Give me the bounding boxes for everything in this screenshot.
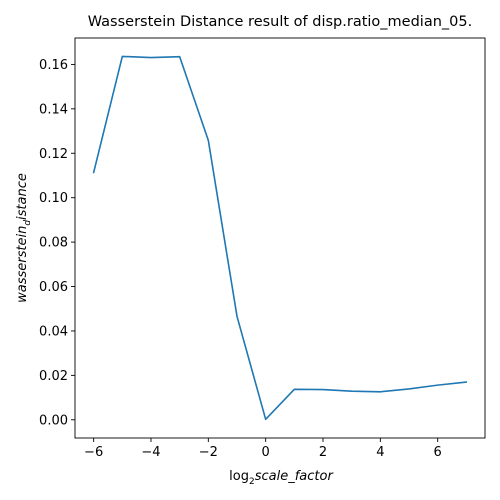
y-tick-label: 0.00 [39, 413, 68, 428]
x-tick-label: −4 [141, 445, 160, 460]
x-axis-label-prefix: log [229, 469, 249, 484]
y-axis-label-main: wasserstein [15, 226, 30, 303]
y-tick-label: 0.10 [39, 191, 68, 206]
x-tick-label: 2 [319, 445, 327, 460]
y-tick-label: 0.02 [39, 369, 68, 384]
x-tick-label: −6 [84, 445, 103, 460]
y-axis-label-suffix: istance [15, 173, 30, 220]
plot-frame [74, 37, 486, 439]
y-tick-label: 0.14 [39, 102, 68, 117]
x-axis-label-main: scale_factor [255, 469, 335, 484]
x-axis-label: log2scale_factor [229, 469, 334, 487]
x-tick-label: 6 [434, 445, 442, 460]
y-tick-label: 0.16 [39, 58, 68, 73]
y-tick-label: 0.04 [39, 324, 68, 339]
chart-title: Wasserstein Distance result of disp.rati… [88, 14, 472, 30]
y-axis-label: wassersteindistance [15, 173, 33, 303]
y-axis-label-subscript: d [23, 220, 33, 226]
x-tick-label: 4 [376, 445, 384, 460]
x-tick-label: 0 [262, 445, 270, 460]
y-tick-label: 0.08 [39, 236, 68, 251]
plot-area: −6 −4 −2 0 2 4 6 0.00 0.02 0.04 0.06 0.08 0.10 0.12 0.… [39, 37, 486, 460]
series-line [92, 55, 468, 421]
x-axis-label-subscript: 2 [249, 477, 255, 487]
y-tick-label: 0.06 [39, 280, 68, 295]
y-tick-label: 0.12 [39, 147, 68, 162]
x-tick-label: −2 [199, 445, 218, 460]
